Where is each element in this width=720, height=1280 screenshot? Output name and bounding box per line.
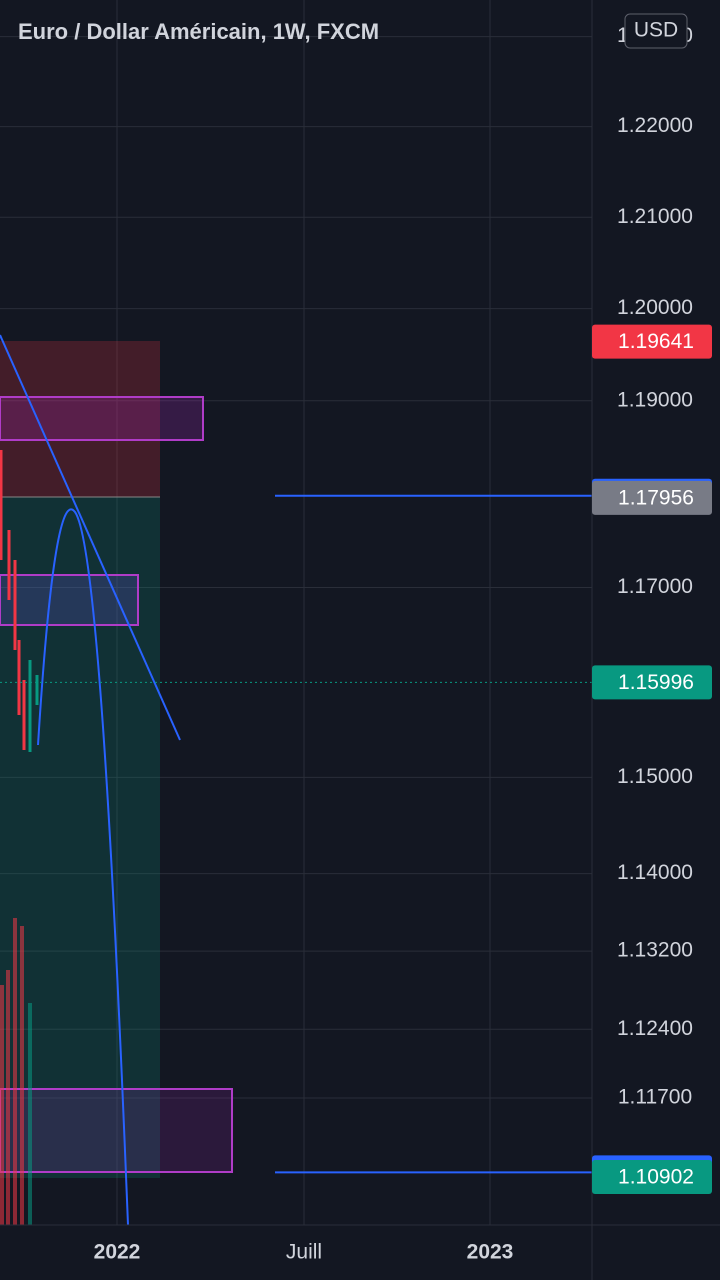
loss-zone xyxy=(0,341,160,497)
time-label: 2023 xyxy=(467,1241,514,1264)
zone-box xyxy=(0,574,139,626)
price-tag-label: 1.10902 xyxy=(618,1166,694,1189)
price-tick-label: 1.11700 xyxy=(618,1086,692,1109)
price-tag-label: 1.17956 xyxy=(618,486,694,509)
price-tick-label: 1.20000 xyxy=(617,296,693,319)
volume-bar xyxy=(28,1003,32,1225)
price-grid xyxy=(0,36,592,1099)
price-tick-label: 1.17000 xyxy=(617,575,693,598)
curve-drawing xyxy=(37,508,129,1226)
chart-title: Euro / Dollar Américain, 1W, FXCM xyxy=(18,19,379,44)
price-tick-label: 1.19000 xyxy=(617,388,693,411)
trend-line xyxy=(0,334,181,741)
price-tick-label: 1.15000 xyxy=(617,765,693,788)
price-tag xyxy=(592,324,712,359)
volume-bar xyxy=(13,918,17,1225)
currency-button[interactable] xyxy=(624,13,688,49)
price-tag xyxy=(592,1160,712,1195)
volume-bar xyxy=(6,970,10,1225)
price-tags: 1.196411.179781.179561.159961.109491.109… xyxy=(592,324,712,1195)
price-tag-label: 1.19641 xyxy=(618,330,694,353)
zone-box xyxy=(0,1088,233,1173)
price-tag-label: 1.15996 xyxy=(618,671,694,694)
profit-zone xyxy=(0,497,160,1178)
currency-label[interactable]: USD xyxy=(634,19,678,42)
volume xyxy=(0,918,32,1225)
time-label: Juill xyxy=(286,1241,322,1264)
volume-bar xyxy=(20,926,24,1225)
price-lines xyxy=(0,494,592,1174)
volume-bar xyxy=(0,985,4,1225)
price-tick-label: 1.22000 xyxy=(617,114,693,137)
drawings xyxy=(0,334,233,1226)
price-tag xyxy=(592,480,712,515)
zone-box xyxy=(0,396,204,441)
price-tick-label: 1.13200 xyxy=(617,939,693,962)
price-tick-label: 1.14000 xyxy=(617,861,693,884)
price-tick-label: 1.21000 xyxy=(617,205,693,228)
time-grid xyxy=(116,0,491,1225)
candles xyxy=(0,450,39,752)
price-tick-label: 1.12400 xyxy=(617,1017,693,1040)
price-axis: 1.230001.220001.210001.200001.190001.170… xyxy=(617,24,693,1108)
time-label: 2022 xyxy=(94,1241,141,1264)
price-tag xyxy=(592,665,712,700)
